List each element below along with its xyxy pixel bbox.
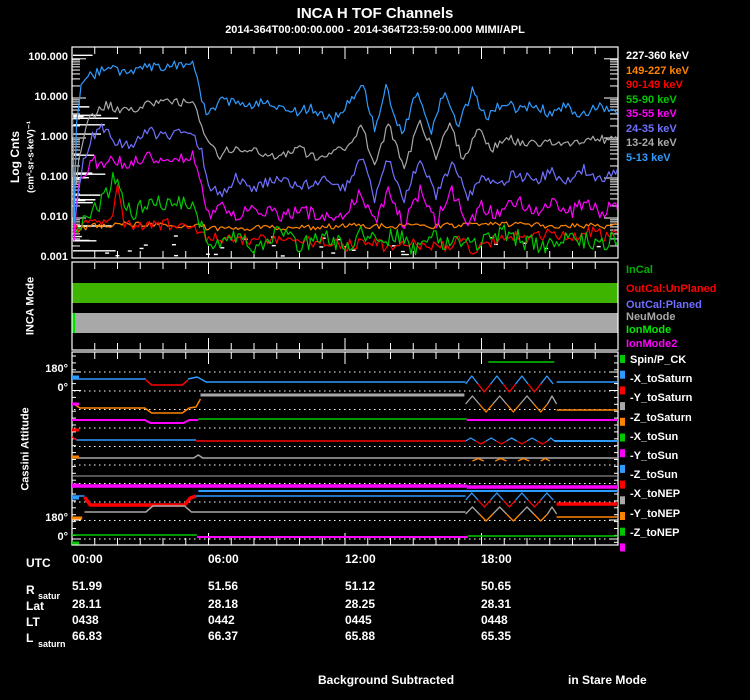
- energy-channel-legend-item: 90-149 keV: [626, 79, 683, 91]
- table-cell: 65.88: [345, 629, 376, 643]
- top-ytick-label: 0.010: [40, 211, 68, 223]
- inca-mode-legend-item: IonMode: [626, 324, 672, 336]
- footer-background-subtracted: Background Subtracted: [318, 673, 455, 687]
- table-cell: 65.35: [481, 629, 512, 643]
- inca-mode-legend-item: IonMode2: [626, 338, 678, 350]
- table-cell: 28.11: [72, 597, 102, 611]
- table-row-label-lt: LT: [26, 615, 40, 629]
- table-row-label-lat: Lat: [26, 599, 44, 613]
- table-cell: 0438: [72, 613, 99, 627]
- table-cell: 0442: [208, 613, 235, 627]
- top-ytick-label: 0.100: [40, 171, 68, 183]
- table-cell: 66.83: [72, 629, 103, 643]
- table-row-sublabel: saturn: [38, 639, 66, 649]
- energy-channel-legend-item: 227-360 keV: [626, 50, 689, 62]
- energy-channel-legend-item: 35-55 keV: [626, 108, 677, 120]
- inca-mode-axis-label: INCA Mode: [24, 276, 37, 336]
- page-title: INCA H TOF Channels: [296, 5, 454, 22]
- table-row-sublabel: satur: [38, 591, 61, 601]
- attitude-trace-label: -X_toNEP: [630, 488, 681, 501]
- top-ytick-label: 0.001: [40, 251, 68, 263]
- energy-channel-legend-item: 149-227 keV: [626, 64, 689, 77]
- table-row-label-utc: UTC: [26, 556, 51, 570]
- energy-channel-legend-item: 24-35 keV: [626, 122, 677, 135]
- subtitle: 2014-364T00:00:00.000 - 2014-364T23:59:0…: [225, 24, 525, 36]
- attitude-trace-label: -Z_toNEP: [630, 526, 680, 539]
- attitude-trace-label: -Y_toNEP: [630, 507, 681, 520]
- footer-stare-mode: in Stare Mode: [568, 673, 647, 687]
- table-cell: 66.37: [208, 629, 239, 643]
- table-cell: 18:00: [481, 552, 512, 566]
- table-cell: 50.65: [481, 579, 512, 593]
- attitude-trace-label: -Y_toSaturn: [630, 392, 693, 405]
- attitude-trace-label: Spin/P_CK: [630, 354, 687, 366]
- inca-mode-legend-item: OutCal:UnPlaned: [626, 283, 717, 295]
- table-cell: 12:00: [345, 552, 376, 566]
- attitude-ytick-label: 180°: [45, 363, 68, 375]
- attitude-trace-label: -X_toSaturn: [630, 373, 693, 386]
- top-ytick-label: 1.000: [40, 131, 68, 143]
- attitude-trace-label: -Y_toSun: [630, 450, 679, 462]
- attitude-ytick-label: 180°: [45, 512, 68, 524]
- table-cell: 51.99: [72, 579, 103, 593]
- table-cell: 06:00: [208, 552, 239, 566]
- energy-channel-legend-item: 13-24 keV: [626, 137, 677, 149]
- attitude-trace-label: -Z_toSun: [630, 469, 678, 482]
- top-ytick-label: 100.000: [28, 51, 68, 63]
- table-cell: 0448: [481, 613, 508, 627]
- energy-channel-legend-item: 55-90 keV: [626, 93, 677, 106]
- table-cell: 28.25: [345, 597, 376, 611]
- inca-mode-legend-item: NeuMode: [626, 311, 676, 323]
- attitude-trace-label: -Z_toSaturn: [630, 411, 692, 424]
- table-cell: 0445: [345, 613, 372, 627]
- table-cell: 28.18: [208, 597, 239, 611]
- energy-channel-legend-item: 5-13 keV: [626, 151, 671, 164]
- table-row-label-r: R: [26, 583, 35, 597]
- table-row-label-l: L: [26, 631, 34, 645]
- attitude-ytick-label: 0°: [57, 531, 68, 543]
- attitude-ytick-label: 0°: [57, 382, 68, 394]
- inca-mode-legend-item: OutCal:Planed: [626, 299, 702, 311]
- table-cell: 00:00: [72, 552, 103, 566]
- top-ytick-label: 10.000: [34, 91, 68, 103]
- attitude-axis-label: Cassini Attitude: [19, 407, 32, 491]
- table-cell: 28.31: [481, 597, 512, 611]
- inca-mode-legend-item: InCal: [626, 264, 653, 276]
- table-cell: 51.56: [208, 579, 239, 593]
- attitude-trace-label: -X_toSun: [630, 430, 679, 443]
- table-cell: 51.12: [345, 579, 376, 593]
